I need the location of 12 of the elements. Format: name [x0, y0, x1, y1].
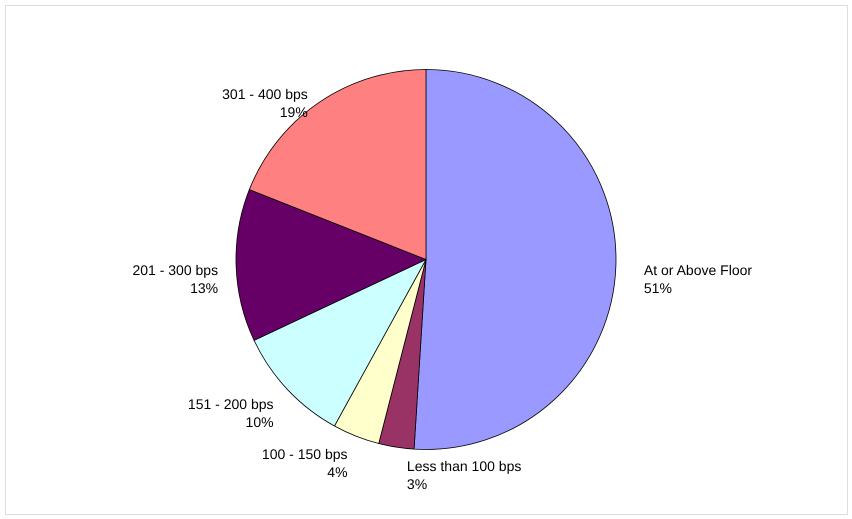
- slice-label: At or Above Floor: [644, 262, 752, 278]
- data-label: 10%: [246, 414, 274, 430]
- slice-label: Less than 100 bps: [406, 458, 522, 474]
- slice-label: 301 - 400 bps: [222, 86, 308, 102]
- data-label: 19%: [280, 104, 308, 120]
- slice-label: 151 - 200 bps: [188, 396, 274, 412]
- data-label: 51%: [644, 280, 672, 296]
- slice-label: 100 - 150 bps: [262, 446, 348, 462]
- slice-label: 201 - 300 bps: [132, 262, 218, 278]
- data-label: 3%: [406, 476, 428, 492]
- data-label: 13%: [190, 280, 218, 296]
- data-label: 4%: [327, 464, 348, 480]
